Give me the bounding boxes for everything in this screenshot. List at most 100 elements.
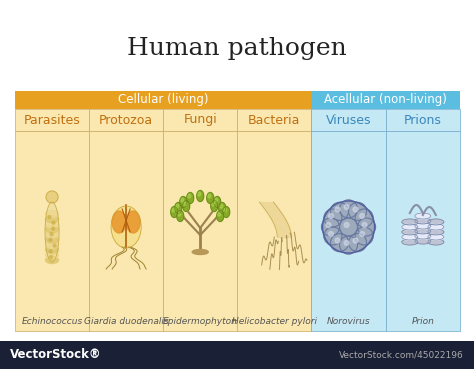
Circle shape xyxy=(49,250,52,253)
FancyBboxPatch shape xyxy=(311,109,386,131)
Ellipse shape xyxy=(402,234,418,240)
Ellipse shape xyxy=(415,228,431,234)
Ellipse shape xyxy=(220,204,223,208)
FancyBboxPatch shape xyxy=(15,91,311,109)
Circle shape xyxy=(360,214,365,218)
Ellipse shape xyxy=(46,236,59,243)
Circle shape xyxy=(328,231,333,237)
Circle shape xyxy=(321,218,339,236)
Circle shape xyxy=(355,209,373,227)
Ellipse shape xyxy=(46,241,59,248)
Text: VectorStock®: VectorStock® xyxy=(10,348,101,362)
Ellipse shape xyxy=(402,224,418,230)
Ellipse shape xyxy=(415,213,431,219)
Ellipse shape xyxy=(46,246,59,253)
Ellipse shape xyxy=(188,194,191,198)
Ellipse shape xyxy=(215,198,218,202)
Ellipse shape xyxy=(184,202,187,206)
Ellipse shape xyxy=(178,212,181,216)
Text: Prions: Prions xyxy=(404,114,442,127)
Ellipse shape xyxy=(415,238,431,244)
Ellipse shape xyxy=(111,206,141,248)
Circle shape xyxy=(362,223,367,228)
Circle shape xyxy=(52,244,55,247)
Circle shape xyxy=(328,214,333,218)
Circle shape xyxy=(48,238,51,241)
Ellipse shape xyxy=(428,229,444,235)
Circle shape xyxy=(53,255,56,259)
Text: Acellular (non-living): Acellular (non-living) xyxy=(324,93,447,107)
Circle shape xyxy=(335,207,340,212)
Ellipse shape xyxy=(217,210,224,221)
Text: Echinococcus: Echinococcus xyxy=(21,317,82,327)
Ellipse shape xyxy=(207,193,214,203)
Ellipse shape xyxy=(415,233,431,239)
Ellipse shape xyxy=(208,194,211,198)
Ellipse shape xyxy=(45,202,59,262)
Text: Protozoa: Protozoa xyxy=(99,114,153,127)
Circle shape xyxy=(360,231,365,237)
Ellipse shape xyxy=(175,203,182,214)
Circle shape xyxy=(353,238,358,243)
Ellipse shape xyxy=(183,200,190,211)
Ellipse shape xyxy=(402,229,418,235)
FancyBboxPatch shape xyxy=(311,131,386,331)
Circle shape xyxy=(322,201,374,253)
Ellipse shape xyxy=(126,211,140,233)
Circle shape xyxy=(324,209,342,227)
Circle shape xyxy=(51,221,54,224)
FancyBboxPatch shape xyxy=(89,131,163,331)
FancyBboxPatch shape xyxy=(0,341,474,369)
Ellipse shape xyxy=(212,202,215,206)
Ellipse shape xyxy=(214,197,221,207)
Ellipse shape xyxy=(46,221,59,228)
FancyBboxPatch shape xyxy=(163,131,237,331)
FancyBboxPatch shape xyxy=(163,109,237,131)
Ellipse shape xyxy=(171,207,178,217)
Ellipse shape xyxy=(46,231,59,238)
Circle shape xyxy=(339,200,357,218)
Circle shape xyxy=(339,218,357,236)
Text: Epidermophyton: Epidermophyton xyxy=(163,317,237,327)
FancyBboxPatch shape xyxy=(89,109,163,131)
Ellipse shape xyxy=(46,210,59,217)
Ellipse shape xyxy=(197,190,204,201)
Ellipse shape xyxy=(181,198,184,202)
Ellipse shape xyxy=(172,208,175,212)
Circle shape xyxy=(52,215,55,218)
Ellipse shape xyxy=(223,207,230,217)
Ellipse shape xyxy=(180,197,187,207)
Ellipse shape xyxy=(177,210,184,221)
Ellipse shape xyxy=(415,223,431,229)
Ellipse shape xyxy=(428,234,444,240)
Text: VectorStock.com/45022196: VectorStock.com/45022196 xyxy=(339,351,464,359)
Circle shape xyxy=(53,232,56,236)
Circle shape xyxy=(348,203,366,220)
Ellipse shape xyxy=(176,204,179,208)
Ellipse shape xyxy=(46,215,59,223)
Ellipse shape xyxy=(415,218,431,224)
Ellipse shape xyxy=(46,256,59,263)
FancyBboxPatch shape xyxy=(237,109,311,131)
Text: Parasites: Parasites xyxy=(24,114,81,127)
Ellipse shape xyxy=(211,200,218,211)
Circle shape xyxy=(46,191,58,203)
FancyBboxPatch shape xyxy=(386,131,460,331)
Circle shape xyxy=(339,236,357,254)
Text: Viruses: Viruses xyxy=(326,114,371,127)
Text: Helicobacter pylori: Helicobacter pylori xyxy=(232,317,317,327)
Circle shape xyxy=(353,207,358,212)
Text: Norovirus: Norovirus xyxy=(327,317,370,327)
FancyBboxPatch shape xyxy=(15,109,89,131)
Ellipse shape xyxy=(46,251,59,258)
Ellipse shape xyxy=(402,239,418,245)
Ellipse shape xyxy=(428,239,444,245)
Ellipse shape xyxy=(112,211,126,233)
Circle shape xyxy=(344,223,349,228)
FancyBboxPatch shape xyxy=(386,109,460,131)
Ellipse shape xyxy=(198,192,201,196)
Text: Fungi: Fungi xyxy=(183,114,217,127)
Circle shape xyxy=(357,218,375,236)
Circle shape xyxy=(344,241,349,245)
Circle shape xyxy=(348,234,366,252)
